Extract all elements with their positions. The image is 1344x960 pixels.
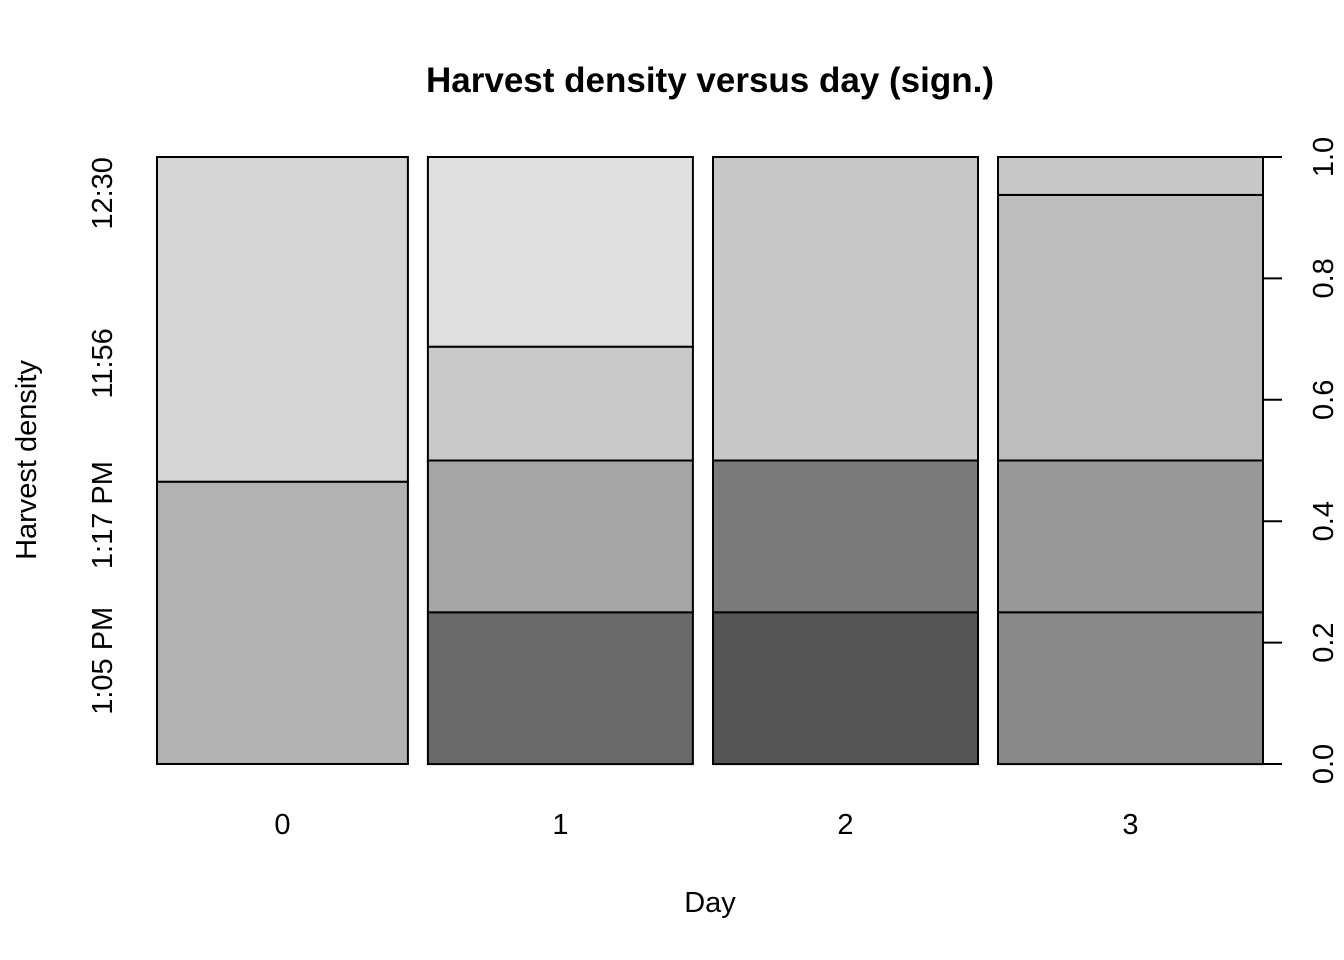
bar-segment-day-1-level-0 xyxy=(426,611,694,766)
y-right-tick-label-1: 0.2 xyxy=(1308,622,1340,662)
x-tick-labels: 0 1 2 3 xyxy=(274,809,1138,841)
y-level-label-3: 12:30 xyxy=(87,157,119,230)
bar-segment-day-3-level-3 xyxy=(997,156,1264,196)
x-tick-label-2: 2 xyxy=(837,809,853,841)
y-right-tick-label-0: 0.0 xyxy=(1308,744,1340,784)
x-tick-label-0: 0 xyxy=(274,809,290,841)
y-level-label-1: 1:17 PM xyxy=(87,461,119,569)
bar-segment-day-0-level-0 xyxy=(156,480,409,765)
y-axis-label: Harvest density xyxy=(11,360,43,560)
y-right-axis: 0.0 0.2 0.4 0.6 0.8 1.0 xyxy=(1262,137,1340,784)
y-level-label-0: 1:05 PM xyxy=(87,607,119,715)
x-axis-label: Day xyxy=(684,887,736,919)
y-right-tick-label-4: 0.8 xyxy=(1308,258,1340,298)
bar-segment-day-1-level-3 xyxy=(426,156,694,348)
bar-segment-day-3-level-1 xyxy=(997,459,1264,614)
bar-segment-day-2-level-2 xyxy=(712,156,979,462)
bar-segment-day-3-level-0 xyxy=(997,611,1264,766)
bar-segment-day-2-level-1 xyxy=(712,459,979,614)
x-tick-label-1: 1 xyxy=(552,809,568,841)
x-tick-label-3: 3 xyxy=(1122,809,1138,841)
bars-group xyxy=(156,156,1264,766)
y-right-tick-label-2: 0.4 xyxy=(1308,501,1340,541)
bar-segment-day-2-level-0 xyxy=(712,611,979,766)
y-level-label-2: 11:56 xyxy=(87,328,119,398)
y-right-tick-label-5: 1.0 xyxy=(1308,137,1340,177)
y-level-labels: 1:05 PM 1:17 PM 11:56 12:30 xyxy=(87,157,119,715)
y-right-tick-label-3: 0.6 xyxy=(1308,380,1340,420)
bar-segment-day-3-level-2 xyxy=(997,193,1264,462)
bar-segment-day-1-level-2 xyxy=(426,345,694,462)
chart-title: Harvest density versus day (sign.) xyxy=(426,61,994,100)
bar-segment-day-0-level-3 xyxy=(156,156,409,483)
bar-segment-day-1-level-1 xyxy=(426,459,694,614)
